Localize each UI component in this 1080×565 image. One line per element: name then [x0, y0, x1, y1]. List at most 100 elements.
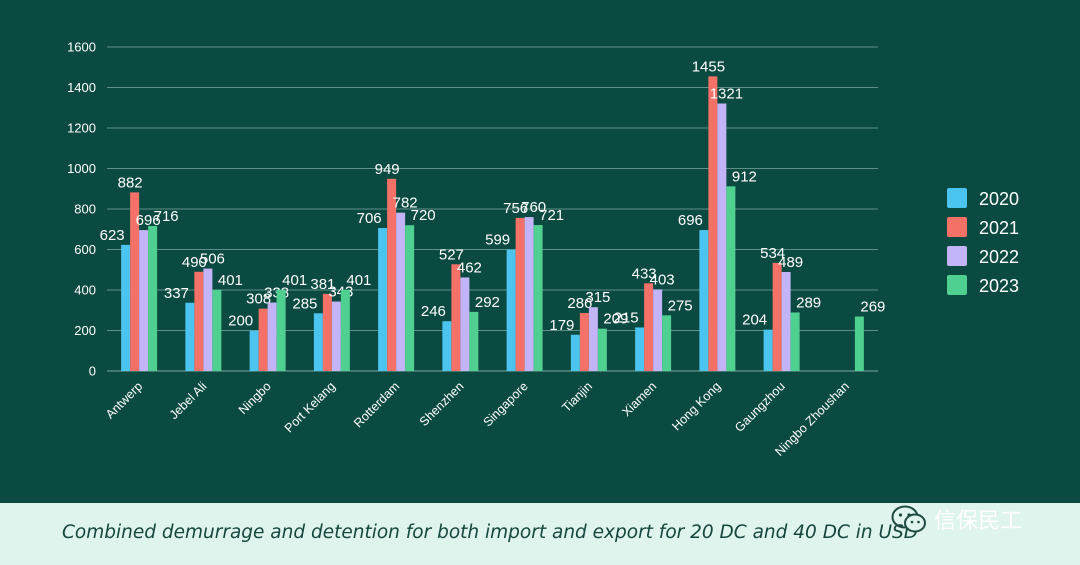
bar [635, 327, 645, 371]
bar [451, 264, 461, 371]
data-label: 179 [549, 317, 574, 334]
data-label: 1321 [710, 85, 743, 102]
data-label: 204 [742, 312, 767, 329]
y-tick-label: 1400 [67, 80, 96, 95]
y-tick-label: 0 [89, 364, 96, 379]
y-tick-label: 1000 [67, 161, 96, 176]
data-label: 756 [503, 200, 528, 217]
bar-chart: 0200400600800100012001400160062388269671… [67, 40, 1019, 459]
x-tick-label: Tianjin [559, 379, 595, 415]
watermark: 信保民工 [890, 504, 1022, 534]
data-label: 720 [411, 207, 436, 224]
bar [790, 312, 800, 371]
bar [515, 217, 525, 371]
x-tick-label: Ningbo [236, 379, 274, 417]
data-label: 716 [154, 208, 179, 225]
data-label: 285 [292, 295, 317, 312]
legend-swatch [947, 217, 967, 237]
data-label: 401 [282, 272, 307, 289]
bar [313, 313, 323, 371]
data-label: 286 [567, 295, 592, 312]
bar [717, 103, 727, 371]
data-label: 275 [668, 297, 693, 314]
data-label: 490 [182, 254, 207, 271]
bar [726, 186, 736, 371]
bar [258, 308, 268, 371]
data-label: 403 [650, 271, 675, 288]
x-tick-label: Jebel Ali [167, 379, 210, 422]
bar [662, 315, 672, 371]
x-tick-label: Gaungzhou [732, 379, 788, 435]
data-label: 912 [732, 168, 757, 185]
data-label: 696 [678, 212, 703, 229]
data-label: 462 [457, 259, 482, 276]
bar [212, 289, 222, 371]
y-tick-label: 1600 [67, 40, 96, 55]
data-label: 289 [796, 294, 821, 311]
watermark-text: 信保民工 [934, 509, 1023, 534]
y-tick-label: 800 [74, 202, 96, 217]
data-label: 337 [164, 285, 189, 302]
x-tick-label: Xiamen [619, 379, 659, 419]
bar [148, 226, 158, 371]
bar [322, 293, 332, 371]
wechat-icon [891, 505, 926, 533]
data-label: 949 [375, 161, 400, 178]
bar [772, 262, 782, 371]
bar [763, 329, 773, 371]
bar [121, 244, 131, 371]
data-label: 315 [585, 289, 610, 306]
y-tick-label: 200 [74, 323, 96, 338]
x-tick-label: Shenzhen [417, 379, 467, 429]
data-label: 506 [200, 251, 225, 268]
data-label: 782 [393, 195, 418, 212]
bar [378, 228, 388, 371]
bar [469, 311, 479, 371]
data-label: 623 [100, 227, 125, 244]
data-label: 209 [603, 311, 628, 328]
bar [249, 330, 259, 371]
x-tick-label: Port Kelang [282, 379, 338, 435]
bar [405, 225, 415, 371]
bar [644, 283, 654, 371]
bar [203, 268, 213, 371]
bar [185, 302, 195, 371]
legend-label: 2023 [979, 276, 1019, 296]
x-tick-label: Antwerp [103, 379, 145, 421]
bar [130, 192, 140, 371]
bar [524, 217, 534, 371]
bar [588, 307, 598, 371]
data-label: 401 [346, 272, 371, 289]
bar [387, 178, 397, 371]
data-label: 292 [475, 294, 500, 311]
data-label: 381 [310, 276, 335, 293]
data-label: 534 [760, 245, 785, 262]
data-label: 527 [439, 246, 464, 263]
bar [442, 321, 452, 371]
y-tick-label: 1200 [67, 121, 96, 136]
data-label: 401 [218, 272, 243, 289]
data-label: 269 [860, 299, 885, 316]
data-label: 308 [246, 291, 271, 308]
data-label: 433 [632, 265, 657, 282]
bar [396, 212, 406, 371]
bar [708, 76, 718, 372]
x-tick-label: Rotterdam [351, 379, 402, 430]
legend-label: 2021 [979, 218, 1019, 238]
chart-caption: Combined demurrage and detention for bot… [62, 522, 919, 543]
bar [331, 301, 341, 371]
data-label: 706 [357, 210, 382, 227]
data-label: 599 [485, 232, 510, 249]
data-label: 882 [118, 174, 143, 191]
bar [506, 249, 516, 371]
bar [267, 302, 277, 371]
data-label: 1455 [692, 58, 725, 75]
caption-bar [0, 503, 1080, 565]
x-tick-label: Hong Kong [669, 379, 723, 433]
bar [139, 230, 149, 371]
data-label: 489 [778, 254, 803, 271]
legend-swatch [947, 188, 967, 208]
bar [340, 289, 350, 371]
bar [781, 271, 791, 371]
